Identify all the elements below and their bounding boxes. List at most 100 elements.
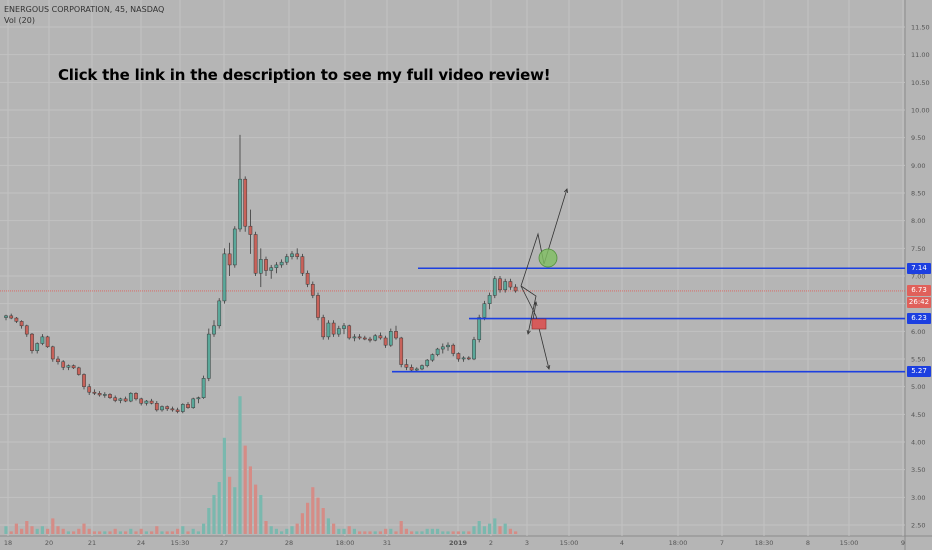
volume-bar — [243, 445, 247, 534]
candle-body — [35, 343, 40, 351]
volume-bar — [196, 531, 200, 534]
volume-bar — [134, 531, 138, 534]
volume-bar — [155, 526, 159, 534]
candle-body — [113, 397, 118, 401]
volume-bar — [269, 526, 273, 534]
price-axis — [905, 0, 932, 550]
x-tick-label: 3 — [525, 539, 529, 547]
volume-bar — [472, 526, 476, 534]
bar-countdown-badge: 26:42 — [907, 297, 931, 309]
arrow-head — [526, 330, 531, 335]
volume-bar — [25, 521, 29, 534]
x-tick-label: 21 — [88, 539, 96, 547]
y-tick-label: 4.50 — [911, 411, 925, 419]
arrow-head — [533, 301, 538, 306]
candle-body — [45, 336, 50, 348]
volume-bar — [311, 487, 315, 534]
candle-body — [9, 315, 14, 319]
volume-bar — [113, 528, 117, 534]
y-tick-label: 9.50 — [911, 134, 925, 142]
candle-body — [30, 333, 34, 351]
x-tick-label: 2 — [489, 539, 493, 547]
x-tick-label: 18:30 — [755, 539, 774, 547]
y-tick-label: 5.50 — [911, 356, 925, 364]
volume-bar — [238, 396, 242, 534]
x-tick-label: 24 — [137, 539, 145, 547]
candle-body — [227, 253, 232, 266]
y-tick-label: 9.00 — [911, 162, 925, 170]
candle-body — [435, 348, 440, 355]
volume-bar — [446, 531, 450, 534]
y-tick-label: 7.50 — [911, 245, 925, 253]
candle-body — [180, 404, 185, 412]
candle-body — [440, 346, 445, 350]
candle-body — [295, 253, 300, 257]
candle-body — [154, 403, 159, 411]
volume-bar — [264, 521, 268, 534]
volume-bar — [342, 528, 346, 534]
x-tick-label: 28 — [285, 539, 293, 547]
volume-bar — [451, 531, 455, 534]
candle-body — [394, 331, 398, 339]
candle-body — [19, 321, 24, 327]
x-tick-label: 15:00 — [840, 539, 859, 547]
last-price-badge: 6.73 — [907, 285, 931, 297]
candle-body — [425, 359, 430, 366]
volume-bar — [14, 523, 18, 534]
volume-bar — [404, 528, 408, 534]
price-badge-5-27: 5.27 — [907, 366, 931, 378]
y-tick-label: 11.50 — [911, 24, 930, 32]
volume-bar — [493, 518, 497, 534]
y-tick-label: 6.00 — [911, 328, 925, 336]
candle-body — [165, 406, 170, 410]
volume-bar — [212, 495, 216, 534]
candle-body — [212, 325, 216, 335]
price-badge-6-23: 6.23 — [907, 313, 931, 325]
candle-body — [243, 178, 248, 227]
volume-bar — [384, 528, 388, 534]
candle-body — [342, 325, 346, 329]
volume-bar — [425, 528, 429, 534]
candle-body — [144, 400, 149, 404]
volume-bar — [373, 531, 377, 534]
candle-body — [378, 335, 383, 339]
candle-body — [175, 409, 180, 412]
x-tick-label: 15:00 — [560, 539, 579, 547]
x-tick-label: 27 — [220, 539, 228, 547]
candle-body — [217, 300, 222, 327]
candle-body — [248, 225, 253, 235]
volume-bar — [285, 528, 289, 534]
candle-body — [414, 368, 419, 371]
y-tick-label: 5.00 — [911, 383, 925, 391]
volume-bar — [415, 531, 419, 534]
candle-body — [487, 295, 492, 304]
volume-bar — [191, 528, 195, 534]
volume-bar — [430, 528, 434, 534]
volume-bar — [20, 528, 24, 534]
candle-body — [300, 256, 305, 274]
volume-bar — [72, 531, 76, 534]
y-tick-label: 7.00 — [911, 273, 925, 281]
volume-bar — [66, 531, 70, 534]
candle-body — [253, 234, 258, 274]
volume-bar — [441, 531, 445, 534]
candle-body — [123, 398, 128, 402]
candle-body — [383, 337, 388, 346]
volume-bar — [482, 526, 486, 534]
candle-body — [24, 325, 29, 335]
volume-bar — [394, 531, 398, 534]
volume-bar — [306, 502, 310, 534]
volume-bar — [378, 531, 382, 534]
candle-body — [50, 346, 55, 360]
candle-body — [82, 374, 86, 387]
candle-body — [61, 361, 66, 368]
x-tick-label: 15:30 — [171, 539, 190, 547]
candle-body — [409, 367, 414, 371]
candle-body — [446, 344, 450, 348]
candle-body — [279, 261, 284, 266]
candle-body — [191, 398, 196, 408]
candle-body — [196, 397, 201, 400]
volume-bar — [170, 531, 174, 534]
y-tick-label: 10.00 — [911, 107, 930, 115]
